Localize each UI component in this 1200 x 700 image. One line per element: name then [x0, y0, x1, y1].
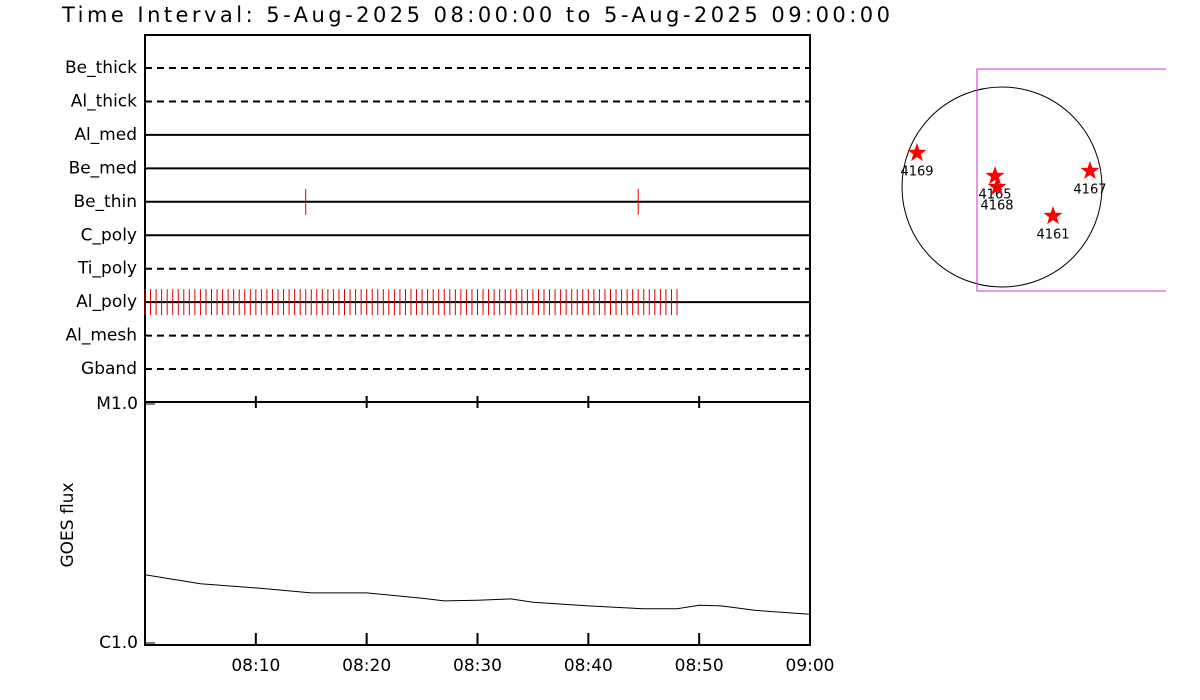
region-star — [1043, 206, 1063, 225]
filter-label: Be_thin — [73, 192, 137, 212]
filter-label: Ti_poly — [77, 259, 137, 279]
x-tick-label: 08:50 — [675, 656, 724, 676]
filter-label: Al_poly — [76, 292, 137, 312]
timeline-frame — [144, 34, 811, 403]
filter-label: Al_thick — [71, 91, 137, 111]
filter-label: C_poly — [81, 225, 137, 245]
region-label: 4167 — [1073, 182, 1106, 197]
region-label: 4165 — [978, 188, 1011, 203]
filter-label: Be_thick — [65, 58, 137, 78]
region-star — [907, 143, 927, 162]
x-tick-label: 09:00 — [786, 656, 835, 676]
filter-label: Gband — [81, 359, 137, 379]
y-tick-label: M1.0 — [96, 394, 138, 414]
y-axis-label: GOES flux — [58, 482, 78, 567]
x-tick-label: 08:30 — [453, 656, 502, 676]
x-tick-label: 08:10 — [231, 656, 280, 676]
goes-frame — [144, 401, 811, 646]
region-label: 4161 — [1036, 228, 1069, 243]
filter-label: Al_med — [74, 125, 137, 145]
filter-label: Al_mesh — [65, 326, 137, 346]
x-tick-label: 08:40 — [564, 656, 613, 676]
region-star — [1080, 160, 1100, 179]
title: Time Interval: 5-Aug-2025 08:00:00 to 5-… — [61, 3, 890, 27]
region-star — [985, 166, 1005, 185]
field-of-view — [976, 68, 1166, 292]
y-tick-label: C1.0 — [99, 633, 138, 653]
x-tick-label: 08:20 — [342, 656, 391, 676]
region-label: 4169 — [900, 164, 933, 179]
region-label: 4168 — [980, 199, 1013, 214]
goes-curve — [144, 574, 811, 615]
region-star — [987, 177, 1007, 196]
filter-label: Be_med — [69, 158, 137, 178]
solar-disk — [901, 86, 1103, 288]
